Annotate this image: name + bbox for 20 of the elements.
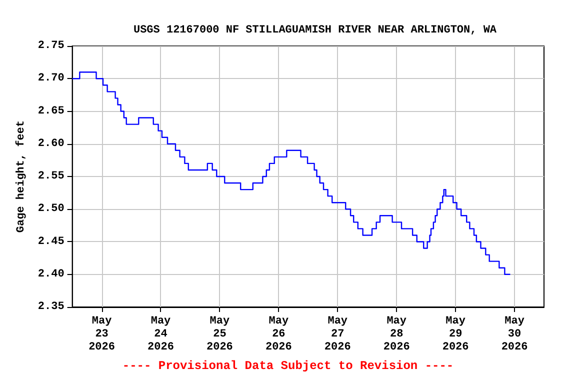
y-tick-label: 2.50 — [38, 203, 64, 216]
x-tick-label: May 25 2026 — [206, 316, 233, 354]
y-tick-label: 2.55 — [38, 170, 65, 182]
x-tick-label: May 24 2026 — [148, 316, 174, 354]
x-tick-label: May 26 2026 — [265, 316, 292, 354]
y-tick-label: 2.35 — [38, 301, 65, 313]
text: ---- Provisional Data Subject to Revision ---- — [122, 359, 454, 373]
y-tick-label: 2.40 — [38, 268, 64, 280]
x-tick-label: May 23 2026 — [88, 316, 115, 354]
x-tick-label: May 28 2026 — [383, 316, 410, 354]
y-tick-label: 2.45 — [38, 236, 65, 248]
x-tick-label: May 30 2026 — [501, 316, 528, 354]
y-tick-label: 2.70 — [38, 72, 64, 85]
y-tick-label: 2.65 — [38, 105, 65, 118]
y-tick-label: 2.75 — [38, 40, 65, 52]
y-tick-label: 2.60 — [38, 138, 64, 150]
x-tick-label: May 27 2026 — [324, 316, 351, 354]
y-axis-title: Gage height, feet — [14, 120, 28, 233]
chart-title: USGS 12167000 NF STILLAGUAMISH RIVER NEAR ARLINGTON, WA — [133, 24, 497, 36]
x-tick-label: May 29 2026 — [442, 316, 469, 354]
